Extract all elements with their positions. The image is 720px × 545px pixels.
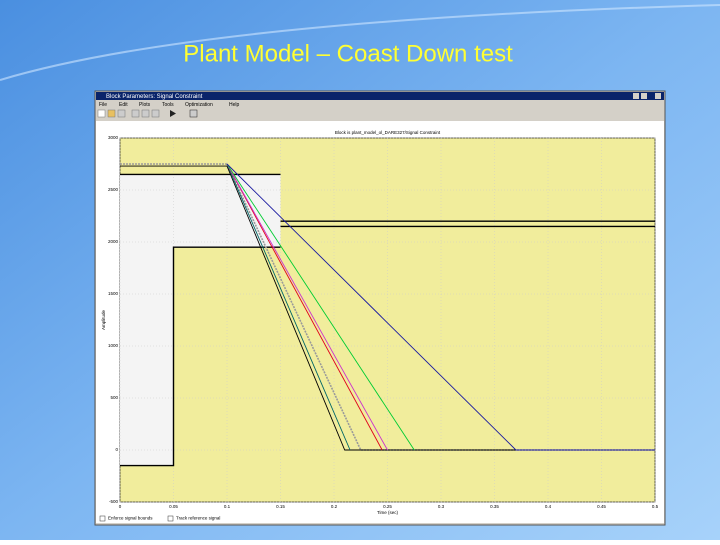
y-tick-label: 0 (115, 447, 118, 452)
menu-item[interactable]: Plots (139, 102, 151, 108)
menu-item[interactable]: Help (229, 102, 240, 108)
y-tick-label: 3000 (108, 135, 119, 140)
x-tick-label: 0.4 (545, 504, 552, 509)
tool-button[interactable] (131, 109, 140, 118)
checkbox[interactable] (167, 515, 174, 522)
x-axis-label: Time (sec) (377, 510, 399, 515)
y-axis-label: Amplitude (101, 310, 106, 331)
x-tick-label: 0.3 (438, 504, 445, 509)
y-tick-label: 500 (110, 395, 118, 400)
menu-bar: File Edit Plots Tools Optimization Help (99, 102, 240, 108)
x-tick-label: 0.15 (276, 504, 285, 509)
y-tick-label: 1000 (108, 343, 119, 348)
plot: 0 0.05 0.1 0.15 0.2 0.25 0.3 0.35 0.4 0.45 0.5 -500… (101, 130, 658, 515)
y-tick-label: 2500 (108, 187, 119, 192)
toolbar (97, 109, 198, 118)
series-line (226, 163, 388, 451)
minimize-button[interactable] (633, 93, 639, 99)
menu-item[interactable]: File (99, 102, 107, 108)
checkbox-label: Track reference signal (176, 516, 220, 521)
window-title: Block Parameters: Signal Constraint (106, 94, 203, 100)
series-line (120, 165, 655, 451)
checkbox-label: Enforce signal bounds (108, 516, 153, 521)
series-line (226, 163, 351, 451)
series-line (226, 163, 415, 451)
chart-title: Block is plant_model_ol_DARE327/Signal C… (335, 130, 441, 135)
tool-button[interactable] (151, 109, 160, 118)
y-tick-label: 1500 (108, 291, 119, 296)
slide-title: Plant Model – Coast Down test (183, 40, 513, 67)
close-button[interactable] (655, 93, 661, 99)
x-tick-label: 0.25 (383, 504, 392, 509)
tool-button[interactable] (107, 109, 116, 118)
tool-button[interactable] (97, 109, 106, 118)
checkbox[interactable] (99, 515, 106, 522)
x-tick-label: 0.2 (331, 504, 338, 509)
title-bar (96, 92, 664, 100)
run-button[interactable] (170, 110, 176, 117)
maximize-button[interactable] (641, 93, 647, 99)
tool-button[interactable] (141, 109, 150, 118)
x-tick-label: 0.5 (652, 504, 659, 509)
menu-item[interactable]: Edit (119, 102, 128, 108)
series-line (226, 163, 383, 451)
feasible-region (120, 174, 174, 466)
tool-button[interactable] (189, 109, 198, 118)
x-tick-label: 0.45 (597, 504, 606, 509)
series-line (226, 163, 655, 451)
bound (120, 246, 281, 467)
tool-button[interactable] (117, 109, 126, 118)
checkboxes: Enforce signal bounds Track reference sig… (99, 515, 220, 522)
series-line (120, 163, 655, 451)
x-tick-label: 0.1 (224, 504, 231, 509)
x-tick-label: 0.05 (169, 504, 178, 509)
x-tick-label: 0.35 (490, 504, 499, 509)
menu-item[interactable]: Tools (162, 102, 174, 108)
menu-item[interactable]: Optimization (185, 102, 213, 108)
y-tick-label: 2000 (108, 239, 119, 244)
y-tick-label: -500 (109, 499, 119, 504)
x-tick-label: 0 (119, 504, 122, 509)
swoosh (0, 4, 720, 81)
